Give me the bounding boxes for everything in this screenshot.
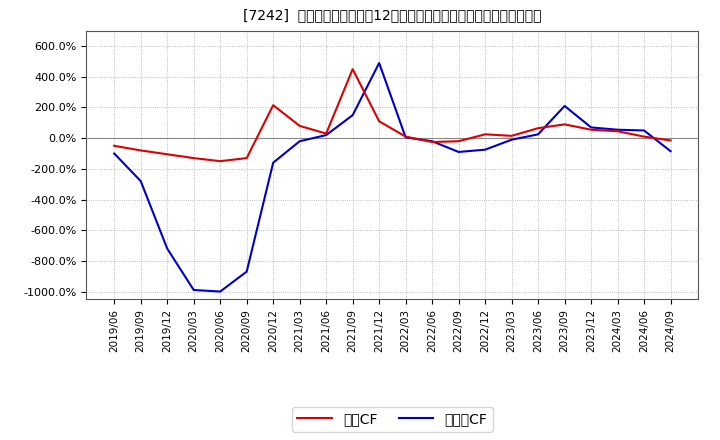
- 営業CF: [481, 132, 490, 137]
- 営業CF: [163, 152, 171, 157]
- 営業CF: [269, 103, 277, 108]
- フリーCF: [189, 287, 198, 293]
- フリーCF: [560, 103, 569, 109]
- フリーCF: [243, 269, 251, 274]
- Line: 営業CF: 営業CF: [114, 69, 670, 161]
- フリーCF: [348, 113, 357, 118]
- Title: [7242]  キャッシュフローの12か月移動合計の対前年同期増減率の推移: [7242] キャッシュフローの12か月移動合計の対前年同期増減率の推移: [243, 9, 541, 23]
- フリーCF: [136, 179, 145, 184]
- 営業CF: [110, 143, 119, 148]
- フリーCF: [216, 289, 225, 294]
- 営業CF: [587, 127, 595, 132]
- 営業CF: [322, 131, 330, 136]
- フリーCF: [322, 132, 330, 138]
- フリーCF: [428, 139, 436, 144]
- 営業CF: [560, 122, 569, 127]
- フリーCF: [375, 60, 384, 66]
- 営業CF: [243, 155, 251, 161]
- 営業CF: [666, 138, 675, 143]
- フリーCF: [110, 151, 119, 156]
- 営業CF: [189, 155, 198, 161]
- フリーCF: [613, 127, 622, 132]
- フリーCF: [481, 147, 490, 152]
- フリーCF: [295, 139, 304, 144]
- フリーCF: [587, 125, 595, 130]
- フリーCF: [534, 132, 542, 137]
- フリーCF: [666, 149, 675, 154]
- Legend: 営業CF, フリーCF: 営業CF, フリーCF: [292, 407, 493, 432]
- Line: フリーCF: フリーCF: [114, 63, 670, 292]
- フリーCF: [401, 135, 410, 140]
- 営業CF: [508, 133, 516, 139]
- 営業CF: [295, 123, 304, 128]
- フリーCF: [269, 160, 277, 165]
- 営業CF: [454, 139, 463, 144]
- 営業CF: [216, 158, 225, 164]
- フリーCF: [508, 137, 516, 142]
- 営業CF: [136, 148, 145, 153]
- 営業CF: [640, 134, 649, 139]
- 営業CF: [428, 139, 436, 145]
- 営業CF: [375, 119, 384, 124]
- フリーCF: [163, 246, 171, 251]
- 営業CF: [348, 66, 357, 72]
- 営業CF: [613, 128, 622, 134]
- フリーCF: [454, 149, 463, 154]
- 営業CF: [534, 125, 542, 131]
- フリーCF: [640, 128, 649, 133]
- 営業CF: [401, 134, 410, 139]
